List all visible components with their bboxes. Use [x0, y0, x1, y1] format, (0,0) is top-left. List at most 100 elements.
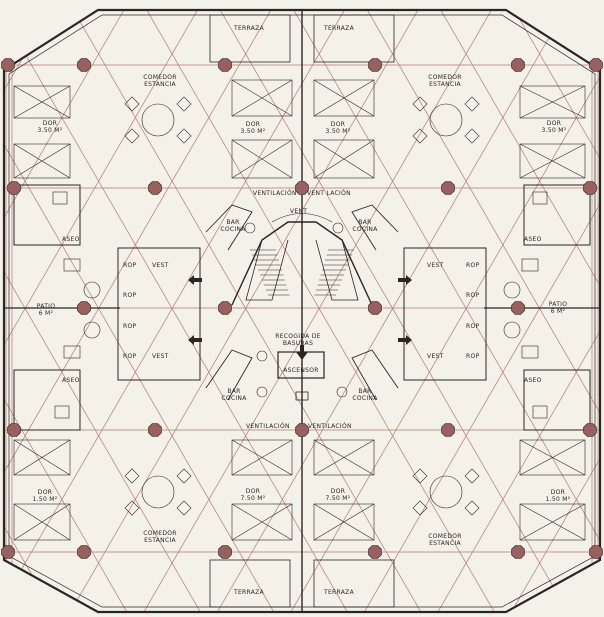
- bathtub: [532, 405, 548, 419]
- wardrobe: [313, 79, 375, 117]
- wardrobe-cross: [231, 503, 293, 541]
- label-rop-5: ROP: [466, 262, 480, 269]
- chair: [176, 96, 192, 112]
- label-dor-7-area: 7.50 M²: [325, 495, 351, 502]
- dining-table: [429, 475, 463, 509]
- column: [368, 58, 382, 72]
- label-dor-4: DOR: [546, 120, 562, 127]
- kitchen-counter: [205, 349, 253, 401]
- label-vent-small: VENT: [290, 208, 308, 215]
- kitchen-counter: [351, 349, 399, 401]
- sink-unit: [521, 345, 539, 359]
- bathtub: [52, 191, 68, 205]
- column: [7, 423, 21, 437]
- stair-core: [231, 221, 373, 306]
- label-terraza-top-right: TERRAZA: [324, 25, 354, 32]
- wardrobe: [313, 139, 375, 179]
- chair: [464, 500, 480, 516]
- grid-diagonal-line: [67, 10, 425, 612]
- label-aseo-bl: ASEO: [62, 377, 80, 384]
- label-aseo-br: ASEO: [524, 377, 542, 384]
- column: [218, 545, 232, 559]
- label-vest-br: VEST: [427, 353, 444, 360]
- circulation-arrows: [188, 275, 412, 360]
- wardrobe: [519, 439, 586, 476]
- chair: [412, 500, 428, 516]
- wardrobe: [519, 85, 586, 119]
- refuse-point: [256, 350, 268, 362]
- grid-diagonal-line: [214, 10, 572, 612]
- column: [589, 58, 603, 72]
- chair: [124, 128, 140, 144]
- chair: [412, 468, 428, 484]
- label-ventilacion-tl: VENTILACIÓN: [253, 190, 297, 197]
- grid-diagonal-line: [4, 10, 131, 612]
- label-dor-2: DOR: [245, 121, 261, 128]
- grid-diagonal-line: [508, 10, 600, 612]
- wardrobe-cross: [231, 439, 293, 476]
- stove-burner: [244, 222, 256, 234]
- wardrobe-cross: [313, 139, 375, 179]
- chair: [176, 468, 192, 484]
- chair: [412, 128, 428, 144]
- wardrobe-cross: [13, 439, 71, 476]
- label-patio-left: PATIO: [36, 303, 56, 310]
- label-rop-7: ROP: [466, 323, 480, 330]
- stair-landing: [271, 213, 333, 223]
- wardrobe-cross: [231, 139, 293, 179]
- label-ventilacion-br: VENTILACIÓN: [308, 423, 352, 430]
- column: [148, 181, 162, 195]
- label-patio-left-area: 6 M²: [38, 310, 54, 317]
- label-dor-5: DOR: [37, 489, 53, 496]
- stove-burner: [336, 386, 348, 398]
- column: [77, 301, 91, 315]
- label-comedor-bl: COMEDOR: [143, 530, 177, 537]
- label-recogida-line2: BASURAS: [282, 340, 314, 347]
- wardrobe: [13, 143, 71, 179]
- vestibule-wall: [117, 247, 201, 381]
- refuse-chute: [295, 391, 309, 401]
- label-aseo-tr: ASEO: [524, 236, 542, 243]
- label-patio-right-area: 6 M²: [550, 308, 566, 315]
- label-rop-8: ROP: [466, 353, 480, 360]
- bathtub: [54, 405, 70, 419]
- column: [511, 545, 525, 559]
- wardrobe: [231, 503, 293, 541]
- dining-table: [429, 103, 463, 137]
- grid-diagonal-line: [140, 10, 498, 612]
- column: [295, 181, 309, 195]
- washbasin: [503, 281, 521, 299]
- washbasin: [83, 281, 101, 299]
- column: [441, 423, 455, 437]
- sink-unit: [521, 258, 539, 272]
- label-ventilacion-tr: VENT LACIÓN: [307, 190, 351, 197]
- column: [77, 545, 91, 559]
- wardrobe-cross: [313, 439, 375, 476]
- label-vest-bl: VEST: [152, 353, 169, 360]
- label-terraza-top-left: TERRAZA: [234, 25, 264, 32]
- label-estancia-tr: ESTANCIA: [429, 81, 461, 88]
- wardrobe: [13, 503, 71, 541]
- label-ascensor: ASCENSOR: [283, 367, 319, 374]
- direction-arrow: [188, 275, 202, 285]
- label-bar-bl: BAR: [227, 388, 241, 395]
- kitchen-counter: [205, 204, 253, 251]
- label-estancia-tl: ESTANCIA: [144, 81, 176, 88]
- label-recogida-line1: RECOGIDA DE: [275, 333, 321, 340]
- wardrobe: [519, 143, 586, 179]
- washbasin: [83, 321, 101, 339]
- column: [7, 181, 21, 195]
- label-dor-6-area: 7.50 M²: [240, 495, 266, 502]
- sink-unit: [63, 258, 81, 272]
- label-comedor-br: COMEDOR: [428, 533, 462, 540]
- column: [77, 58, 91, 72]
- chair: [124, 500, 140, 516]
- column: [511, 58, 525, 72]
- chair: [464, 468, 480, 484]
- chair: [464, 128, 480, 144]
- stove-burner: [332, 222, 344, 234]
- direction-arrow: [398, 275, 412, 285]
- grid-diagonal-line: [434, 10, 600, 612]
